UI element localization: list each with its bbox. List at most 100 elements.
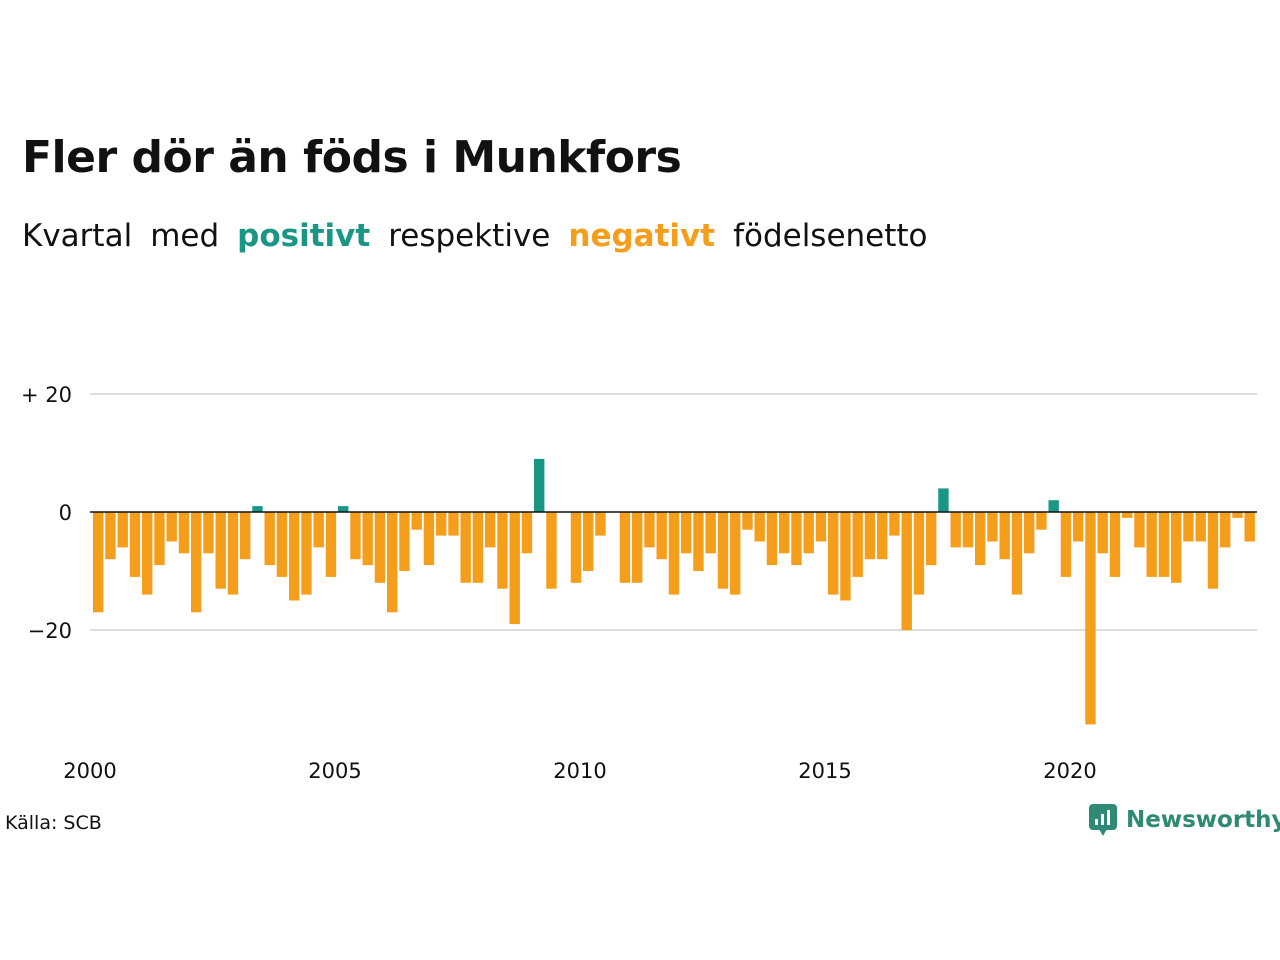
x-tick-label: 2010 (553, 759, 606, 783)
bar (877, 512, 888, 560)
bar (460, 512, 471, 583)
bar (938, 488, 949, 512)
bar (1244, 512, 1255, 542)
bar (975, 512, 986, 566)
bar (791, 512, 802, 566)
bar (950, 512, 961, 548)
bar (1011, 512, 1023, 595)
bar (828, 512, 839, 595)
x-tick-label: 2000 (63, 759, 116, 783)
bar (387, 512, 398, 613)
bar (754, 512, 765, 542)
bar (1122, 512, 1133, 518)
bar (889, 512, 900, 536)
newsworthy-logo-icon (1089, 804, 1117, 836)
subtitle-negative-label: negativt (568, 218, 716, 254)
bar (1232, 512, 1243, 518)
bar (215, 512, 226, 589)
bar (411, 512, 422, 530)
bar (987, 512, 998, 542)
bar (1060, 512, 1072, 577)
bar (766, 512, 778, 566)
bar (1158, 512, 1170, 577)
y-tick-label: 0 (59, 501, 72, 525)
bar (436, 512, 447, 536)
bar (203, 512, 214, 554)
bar (803, 512, 814, 554)
bar (117, 512, 128, 548)
bar (472, 512, 484, 583)
bar (779, 512, 790, 554)
bar (619, 512, 631, 583)
y-tick-label: −20 (28, 619, 72, 643)
bar (1183, 512, 1194, 542)
bar (1036, 512, 1047, 530)
bar (227, 512, 239, 595)
bar (301, 512, 312, 595)
bar (852, 512, 863, 577)
source-note: Källa: SCB (5, 812, 102, 834)
bar (325, 512, 337, 577)
x-tick-label: 2005 (308, 759, 361, 783)
bar (583, 512, 594, 571)
bar (166, 512, 177, 542)
bar (350, 512, 361, 560)
bar (668, 512, 680, 595)
bar (632, 512, 643, 583)
bar (730, 512, 741, 595)
bar (962, 512, 974, 548)
subtitle-word-kvartal: Kvartal (22, 218, 133, 254)
bar (1146, 512, 1157, 577)
y-tick-label: + 20 (21, 383, 72, 407)
bar (1171, 512, 1182, 583)
bar (338, 506, 349, 512)
bar (693, 512, 704, 571)
bar (191, 512, 202, 613)
bar (521, 512, 533, 554)
bar (926, 512, 937, 566)
bar (656, 512, 667, 560)
subtitle-word-fodelsenetto: födelsenetto (733, 218, 928, 254)
bar (705, 512, 716, 554)
axes: + 20 0 −20 2000 2005 2010 2015 2020 (21, 383, 1257, 783)
bar (399, 512, 410, 571)
subtitle-positive-label: positivt (237, 218, 371, 254)
bar (1085, 512, 1096, 725)
x-tick-label: 2020 (1043, 759, 1096, 783)
bar (815, 512, 827, 542)
bar (644, 512, 655, 548)
bar (1097, 512, 1108, 554)
bar (313, 512, 324, 548)
bar (1048, 500, 1059, 512)
bar (1195, 512, 1206, 542)
bar (840, 512, 851, 601)
bar (276, 512, 288, 577)
bar (717, 512, 729, 589)
bar (1134, 512, 1145, 548)
bar (534, 458, 545, 512)
bar (485, 512, 496, 548)
subtitle-word-med: med (150, 218, 220, 254)
bar (1207, 512, 1219, 589)
bar (546, 512, 557, 589)
bar (178, 512, 190, 554)
bar (448, 512, 459, 536)
bar-chart: + 20 0 −20 2000 2005 2010 2015 2020 (21, 383, 1257, 783)
bar (93, 512, 104, 613)
bar (240, 512, 251, 560)
chart-subtitle: Kvartal med positivt respektive negativt föde… (22, 218, 946, 254)
bar (252, 506, 263, 512)
bar (1220, 512, 1231, 548)
bar (509, 512, 520, 625)
bar (901, 512, 912, 630)
bar (595, 512, 606, 536)
brand-logo: Newsworthy (1088, 803, 1280, 837)
bar (864, 512, 876, 560)
bar (570, 512, 582, 583)
bar (913, 512, 925, 595)
bar (681, 512, 692, 554)
bar (129, 512, 141, 577)
brand-name: Newsworthy (1126, 807, 1280, 833)
grid-lines (90, 393, 1257, 631)
bar (289, 512, 300, 601)
